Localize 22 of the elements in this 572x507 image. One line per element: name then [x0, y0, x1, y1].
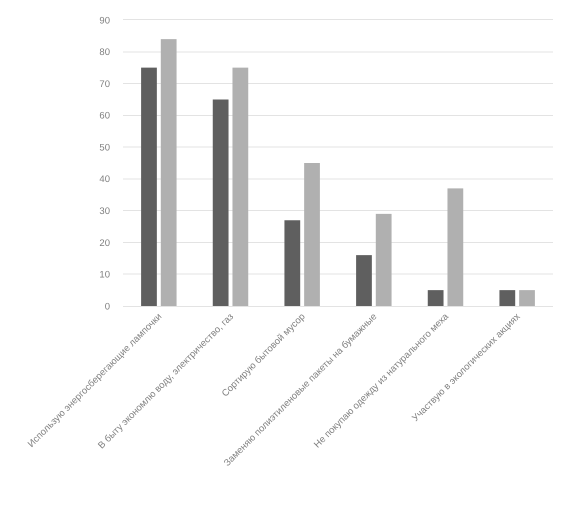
y-tick-label: 70 [99, 78, 110, 90]
bar [212, 99, 229, 306]
bar [284, 220, 300, 306]
y-tick-label: 90 [99, 15, 110, 26]
bar [232, 68, 248, 306]
y-tick-label: 60 [99, 110, 110, 122]
y-tick-label: 10 [99, 270, 110, 281]
y-tick-label: 80 [99, 47, 110, 58]
y-tick-label: 50 [99, 142, 110, 154]
bar [519, 290, 535, 306]
y-tick-label: 20 [99, 238, 110, 249]
bar [376, 214, 392, 306]
y-tick-label: 30 [99, 206, 110, 217]
bar [356, 255, 372, 306]
bar [304, 163, 320, 306]
y-tick-label: 40 [99, 174, 110, 186]
bar [141, 68, 157, 306]
bar [428, 290, 444, 306]
bar [499, 290, 516, 306]
y-tick-label: 0 [104, 301, 110, 312]
bar [160, 39, 177, 306]
bar [447, 188, 464, 306]
